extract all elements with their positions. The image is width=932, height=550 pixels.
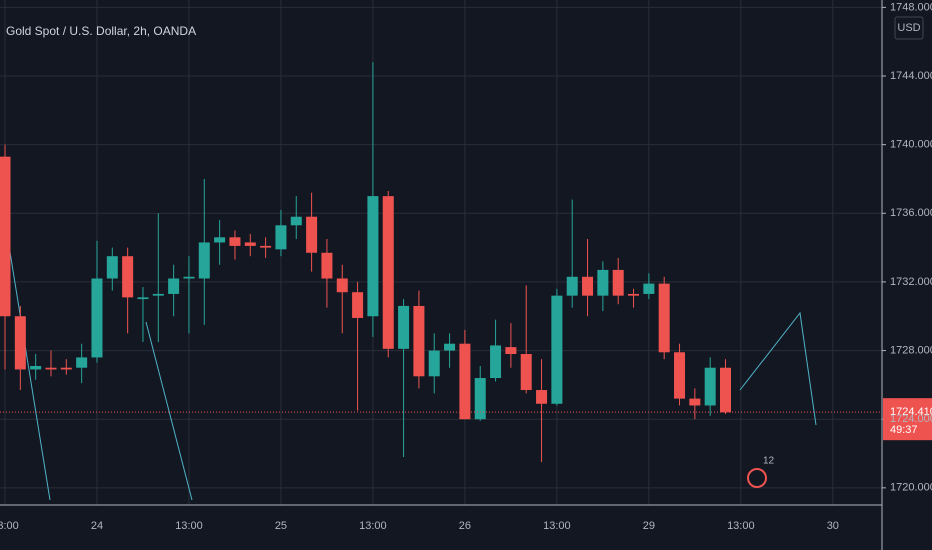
candle-body	[413, 305, 425, 377]
last-price-box	[883, 398, 932, 441]
candle-body	[612, 269, 624, 296]
candle-body	[306, 216, 318, 253]
chart-title: Gold Spot / U.S. Dollar, 2h, OANDA	[6, 24, 196, 38]
currency-label: USD	[897, 22, 920, 34]
candle-body	[551, 295, 563, 404]
y-tick-label: 1720.000	[890, 482, 932, 494]
candle-body	[14, 316, 26, 370]
currency-box	[894, 16, 924, 40]
candle-body	[321, 252, 333, 279]
badge-count[interactable]: 12	[763, 456, 775, 467]
candle-body	[76, 357, 88, 368]
countdown: 49:37	[890, 424, 918, 436]
candle-body	[474, 378, 486, 420]
candle-body	[198, 242, 210, 279]
candle-body	[566, 276, 578, 296]
candle-body	[137, 297, 149, 300]
candle-body	[260, 245, 272, 248]
x-tick-label: 13:00	[359, 520, 387, 532]
candle-body	[582, 276, 594, 296]
projection-line	[739, 311, 817, 426]
candle-body	[275, 225, 287, 250]
x-tick-label: 30	[827, 520, 839, 532]
y-tick-label: 1744.000	[890, 70, 932, 82]
candle-body	[290, 216, 302, 226]
candle-body	[106, 256, 118, 279]
events-badge[interactable]: 12	[747, 456, 775, 488]
x-tick-label: 26	[459, 520, 471, 532]
y-tick-label: 1740.000	[890, 139, 932, 151]
candle-body	[214, 237, 226, 243]
y-tick-label: 1728.000	[890, 344, 932, 356]
candle-body	[689, 398, 701, 406]
last-price-label: 1724.410	[890, 406, 932, 418]
x-tick-label: 25	[275, 520, 287, 532]
candle-body	[336, 278, 348, 293]
candle-body	[244, 242, 256, 246]
candle-body	[720, 367, 732, 413]
candle-body	[704, 367, 716, 406]
badge-icon[interactable]	[747, 468, 767, 488]
x-tick-label: 13:00	[543, 520, 571, 532]
x-tick-label: 13:00	[0, 520, 19, 532]
candle-body	[382, 196, 394, 349]
candle-body	[91, 278, 103, 358]
y-tick-label: 1732.000	[890, 276, 932, 288]
candle-body	[398, 305, 410, 349]
x-tick-label: 24	[91, 520, 103, 532]
candle-body	[352, 292, 364, 318]
trend-line	[145, 321, 193, 501]
candle-body	[30, 366, 42, 370]
candle-body	[505, 347, 517, 354]
candle-body	[628, 293, 640, 296]
candle-body	[152, 293, 164, 296]
candle-body	[536, 390, 548, 404]
x-tick-label: 13:00	[727, 520, 755, 532]
candle-body	[597, 269, 609, 296]
candle-body	[60, 367, 72, 370]
candle-body	[428, 350, 440, 377]
candle-body	[674, 352, 686, 399]
candle-body	[367, 196, 379, 317]
candles	[0, 62, 732, 463]
candle-body	[168, 278, 180, 294]
candle-body	[0, 156, 11, 317]
x-tick-label: 29	[643, 520, 655, 532]
candle-body	[520, 353, 532, 391]
candle-body	[183, 276, 195, 279]
y-tick-label: 1748.000	[890, 1, 932, 13]
candle-body	[45, 367, 57, 370]
candle-body	[444, 343, 456, 351]
x-tick-label: 13:00	[175, 520, 203, 532]
y-tick-label: 1724.000	[890, 413, 932, 425]
candle-body	[122, 256, 134, 298]
candle-body	[643, 283, 655, 294]
y-tick-label: 1736.000	[890, 207, 932, 219]
candle-body	[658, 283, 670, 353]
grid	[0, 0, 886, 505]
candle-body	[459, 343, 471, 420]
overlay: 1724.410 49:37	[0, 398, 932, 441]
candle-body	[490, 345, 502, 379]
candle-body	[229, 237, 241, 246]
